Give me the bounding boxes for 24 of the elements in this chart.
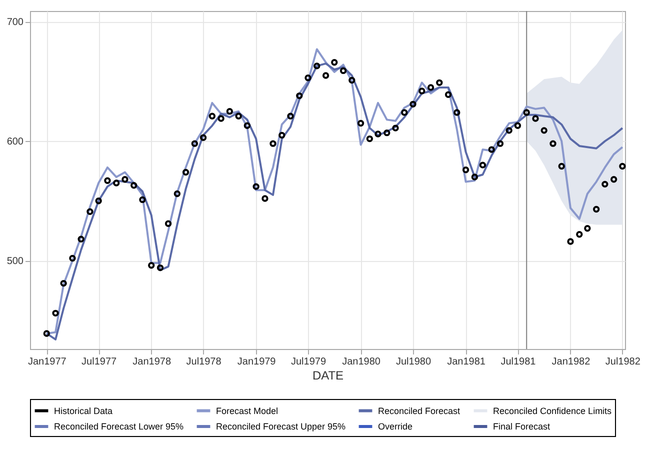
y-tick-label: 600 bbox=[6, 136, 24, 148]
x-tick-label: Jul1979 bbox=[290, 356, 326, 368]
legend-label: Reconciled Forecast Lower 95% bbox=[54, 422, 184, 432]
x-tick-label: Jul1981 bbox=[500, 356, 536, 368]
x-tick-label: Jul1982 bbox=[605, 356, 641, 368]
x-tick-label: Jan1981 bbox=[447, 356, 486, 368]
x-axis-title: DATE bbox=[312, 368, 344, 382]
x-tick-label: Jul1977 bbox=[82, 356, 118, 368]
x-tick-label: Jan1977 bbox=[28, 356, 67, 368]
legend-label: Reconciled Forecast bbox=[378, 406, 461, 416]
x-tick-label: Jul1978 bbox=[186, 356, 222, 368]
y-tick-label: 700 bbox=[6, 17, 24, 28]
legend-label: Final Forecast bbox=[493, 422, 551, 432]
x-tick-label: Jan1978 bbox=[132, 356, 172, 368]
legend-label: Reconciled Confidence Limits bbox=[493, 406, 612, 416]
legend-label: Forecast Model bbox=[216, 406, 278, 416]
x-tick-label: Jan1980 bbox=[342, 356, 381, 368]
y-tick-label: 500 bbox=[6, 256, 24, 268]
x-tick-label: Jul1980 bbox=[396, 356, 432, 368]
legend-label: Historical Data bbox=[54, 406, 113, 416]
x-tick-label: Jan1982 bbox=[552, 356, 591, 368]
x-tick-label: Jan1979 bbox=[237, 356, 276, 368]
legend-label: Reconciled Forecast Upper 95% bbox=[216, 422, 346, 432]
legend-label: Override bbox=[378, 422, 413, 432]
